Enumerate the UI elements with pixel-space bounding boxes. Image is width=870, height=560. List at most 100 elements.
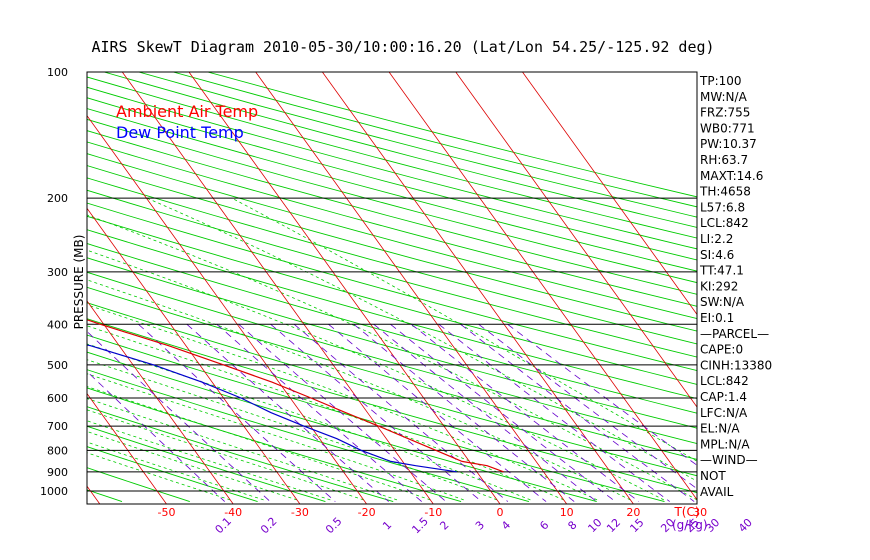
pressure-tick-label: 900 bbox=[47, 466, 68, 479]
dry-adiabat-line bbox=[87, 489, 123, 503]
stat-item: SI:4.6 bbox=[700, 248, 734, 262]
pressure-tick-label: 400 bbox=[47, 318, 68, 331]
isotherm-line bbox=[188, 72, 501, 504]
moist-adiabat-line bbox=[87, 325, 564, 501]
stat-item: PW:10.37 bbox=[700, 137, 757, 151]
isotherm-line bbox=[455, 72, 697, 408]
mixing-ratio-line bbox=[478, 323, 697, 490]
dry-adiabat-line bbox=[87, 286, 697, 460]
mixing-ratio-line bbox=[373, 323, 597, 502]
stat-item: EL:N/A bbox=[700, 422, 740, 436]
moist-adiabat-line bbox=[146, 197, 697, 482]
ambient-air-temp-line bbox=[87, 319, 504, 473]
dry-adiabat-line bbox=[87, 177, 697, 345]
stat-item: LI:2.2 bbox=[700, 232, 733, 246]
dry-adiabat-line bbox=[87, 97, 697, 261]
moist-adiabat-line bbox=[87, 420, 331, 501]
stat-item: —PARCEL— bbox=[700, 327, 769, 341]
stat-item: FRZ:755 bbox=[700, 106, 750, 120]
mixing-ratio-tick-label: 0.2 bbox=[258, 515, 280, 537]
dry-adiabat-line bbox=[87, 202, 697, 372]
legend-ambient-air-temp: Ambient Air Temp bbox=[116, 102, 258, 121]
bottom-temp-tick-label: 10 bbox=[560, 506, 574, 519]
pressure-tick-label: 500 bbox=[47, 359, 68, 372]
stat-item: CAPE:0 bbox=[700, 343, 743, 357]
dry-adiabat-line bbox=[87, 165, 697, 332]
stat-item: LCL:842 bbox=[700, 216, 749, 230]
pressure-tick-label: 1000 bbox=[40, 485, 68, 498]
stat-item: TT:47.1 bbox=[699, 264, 744, 278]
mixing-ratio-line bbox=[238, 323, 447, 502]
mixing-ratio-line bbox=[293, 323, 509, 502]
dry-adiabat-line bbox=[0, 72, 54, 502]
moist-adiabat-line bbox=[87, 452, 231, 501]
isotherm-line bbox=[388, 72, 697, 501]
dry-adiabat-line bbox=[87, 189, 697, 358]
moist-adiabat-line bbox=[87, 214, 697, 501]
stat-item: EI:0.1 bbox=[700, 311, 734, 325]
stat-item: L57:6.8 bbox=[700, 200, 745, 214]
moist-adiabat-line bbox=[87, 304, 598, 501]
stat-item: NOT bbox=[700, 469, 726, 483]
isotherm-line bbox=[87, 114, 367, 504]
mixing-ratio-line bbox=[186, 324, 389, 502]
bottom-temp-tick-label: -50 bbox=[158, 506, 176, 519]
mixing-ratio-tick-label: 12 bbox=[604, 516, 623, 535]
dry-adiabat-line bbox=[87, 153, 697, 320]
dry-adiabat-line bbox=[87, 257, 697, 429]
moist-adiabat-line bbox=[87, 441, 264, 501]
mixing-ratio-tick-label: 6 bbox=[537, 518, 551, 532]
dry-adiabat-line bbox=[87, 215, 697, 385]
mixing-ratio-tick-label: 1 bbox=[380, 518, 394, 532]
isotherm-line bbox=[255, 72, 568, 504]
mixing-ratio-line bbox=[87, 370, 225, 502]
bottom-temp-tick-label: -30 bbox=[291, 506, 309, 519]
isotherm-line bbox=[87, 392, 167, 504]
bottom-temp-tick-label: 30 bbox=[693, 506, 707, 519]
y-axis-label: PRESSURE (MB) bbox=[72, 235, 86, 330]
dry-adiabat-line bbox=[87, 130, 697, 295]
stat-item: TP:100 bbox=[699, 74, 742, 88]
isotherm-line bbox=[0, 72, 33, 504]
isotherm-line bbox=[322, 72, 634, 504]
mixing-ratio-line bbox=[411, 323, 640, 502]
plot-frame bbox=[86, 71, 698, 505]
mixing-ratio-line bbox=[270, 323, 482, 502]
isobar-lines bbox=[87, 197, 697, 492]
isotherm-line bbox=[522, 72, 697, 316]
stat-item: WB0:771 bbox=[700, 121, 755, 135]
pressure-tick-label: 600 bbox=[47, 392, 68, 405]
dry-adiabat-line bbox=[87, 271, 697, 445]
bottom-temp-tick-label: -40 bbox=[224, 506, 242, 519]
mixing-ratio-line bbox=[460, 323, 695, 502]
mixing-ratio-unit-label: (g/kg) bbox=[672, 518, 708, 532]
mixing-ratio-line bbox=[507, 323, 697, 466]
stat-item: MPL:N/A bbox=[700, 437, 750, 451]
bottom-temp-tick-label: -20 bbox=[358, 506, 376, 519]
moist-adiabat-line bbox=[87, 279, 631, 501]
moist-adiabat-line bbox=[87, 409, 364, 501]
moist-adiabat-line bbox=[87, 398, 398, 501]
stat-item: CAP:1.4 bbox=[700, 390, 747, 404]
stat-item: KI:292 bbox=[700, 279, 738, 293]
mixing-ratio-line bbox=[390, 323, 616, 502]
moist-adiabat-line bbox=[231, 197, 697, 462]
mixing-ratio-line bbox=[138, 324, 336, 502]
mixing-ratio-line bbox=[87, 330, 271, 502]
dry-adiabat-line bbox=[87, 118, 697, 284]
dry-adiabat-line bbox=[87, 229, 697, 400]
stat-item: SW:N/A bbox=[700, 295, 745, 309]
pressure-tick-label: 800 bbox=[47, 444, 68, 457]
moist-adiabat-line bbox=[87, 373, 464, 501]
legend-dew-point-temp: Dew Point Temp bbox=[116, 123, 244, 142]
mixing-ratio-tick-label: 10 bbox=[585, 516, 604, 535]
mixing-ratio-line bbox=[438, 323, 670, 502]
stat-item: AVAIL bbox=[700, 485, 734, 499]
stat-item: TH:4658 bbox=[699, 185, 751, 199]
dry-adiabat-line bbox=[87, 108, 697, 272]
pressure-tick-label: 200 bbox=[47, 192, 68, 205]
profile-lines bbox=[87, 319, 504, 473]
bottom-temperature-axis: -50 -40 -30 -20 -10 0 10 20 30 bbox=[158, 506, 708, 519]
